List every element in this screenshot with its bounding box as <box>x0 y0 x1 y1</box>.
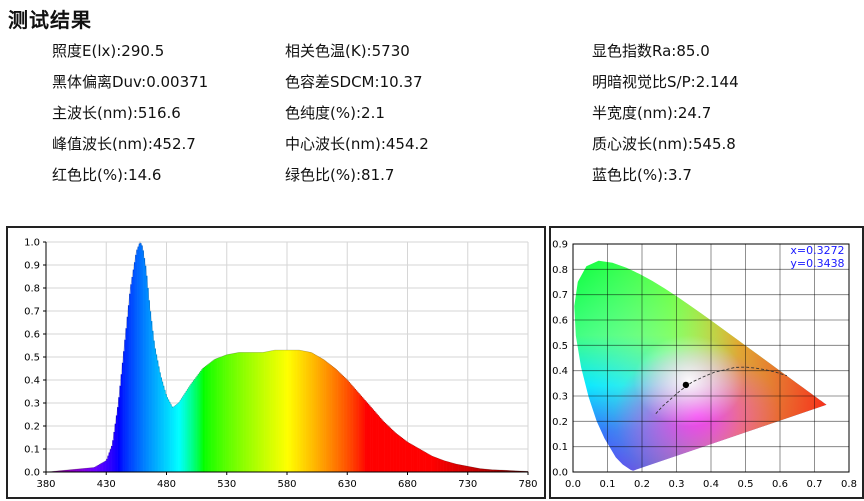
metric-value: 81.7 <box>361 166 394 184</box>
metric-value: 24.7 <box>678 104 711 122</box>
metric-label: 色容差SDCM <box>285 73 375 91</box>
y-tick-label: 0.0 <box>552 468 568 479</box>
x-tick-label: 0.2 <box>634 479 650 490</box>
cie-chromaticity-chart: 0.0 0.1 0.2 0.3 0.4 0.5 0.6 0.7 0.8 0.9 0.0 0.1 0.2 0… <box>551 228 862 497</box>
metric-value: 2.1 <box>361 104 385 122</box>
metric-label: 红色比(%) <box>52 166 123 184</box>
metric-label: 半宽度(nm) <box>592 104 673 122</box>
chromaticity-panel: 0.0 0.1 0.2 0.3 0.4 0.5 0.6 0.7 0.8 0.9 0.0 0.1 0.2 0… <box>549 226 864 499</box>
metric-value: 0.00371 <box>146 73 208 91</box>
x-tick-label: 0.1 <box>600 479 616 490</box>
y-tick-label: 0.0 <box>24 468 40 479</box>
y-tick-label: 0.1 <box>24 445 40 456</box>
y-tick-label: 0.1 <box>552 442 568 453</box>
metric-item: 黑体偏离Duv:0.00371 <box>52 71 208 92</box>
y-tick-label: 0.4 <box>552 366 568 377</box>
metric-item: 蓝色比(%):3.7 <box>592 164 692 185</box>
y-tick-label: 0.7 <box>24 307 40 318</box>
metric-item: 绿色比(%):81.7 <box>285 164 394 185</box>
y-tick-label: 0.9 <box>24 261 40 272</box>
metric-label: 中心波长(nm) <box>285 135 381 153</box>
metric-label: 主波长(nm) <box>52 104 133 122</box>
y-tick-label: 0.8 <box>24 284 40 295</box>
metric-item: 显色指数Ra:85.0 <box>592 40 710 61</box>
y-tick-label: 0.6 <box>24 330 40 341</box>
metric-label: 峰值波长(nm) <box>52 135 148 153</box>
metric-item: 红色比(%):14.6 <box>52 164 161 185</box>
metric-label: 相关色温(K) <box>285 42 367 60</box>
metric-label: 绿色比(%) <box>285 166 356 184</box>
metric-item: 色容差SDCM:10.37 <box>285 71 423 92</box>
x-tick-label: 630 <box>338 479 357 490</box>
spectrum-chart: 0.0 0.1 0.2 0.3 0.4 0.5 0.6 0.7 0.8 0.9 1.0 380 430 4… <box>8 228 544 497</box>
metric-item: 中心波长(nm):454.2 <box>285 133 429 154</box>
metric-item: 色纯度(%):2.1 <box>285 102 385 123</box>
y-tick-label: 0.9 <box>552 240 568 251</box>
x-tick-label: 580 <box>277 479 296 490</box>
x-tick-label: 380 <box>36 479 55 490</box>
chromaticity-point <box>683 382 689 388</box>
metric-label: 黑体偏离Duv <box>52 73 141 91</box>
metric-item: 主波长(nm):516.6 <box>52 102 181 123</box>
x-tick-label: 780 <box>518 479 537 490</box>
x-tick-label: 0.8 <box>841 479 857 490</box>
metric-value: 290.5 <box>121 42 164 60</box>
metric-value: 85.0 <box>676 42 709 60</box>
x-tick-label: 730 <box>458 479 477 490</box>
point-annotation: y=0.3438 <box>790 257 844 270</box>
metric-item: 峰值波长(nm):452.7 <box>52 133 196 154</box>
y-tick-label: 0.3 <box>552 392 568 403</box>
y-tick-label: 0.8 <box>552 265 568 276</box>
x-tick-label: 0.6 <box>772 479 788 490</box>
metric-value: 545.8 <box>693 135 736 153</box>
metric-value: 454.2 <box>386 135 429 153</box>
y-tick-label: 0.7 <box>552 290 568 301</box>
metric-value: 10.37 <box>380 73 423 91</box>
metric-value: 516.6 <box>138 104 181 122</box>
metric-label: 色纯度(%) <box>285 104 356 122</box>
y-tick-label: 1.0 <box>24 238 40 249</box>
metrics-grid: 照度E(lx):290.5 相关色温(K):5730 显色指数Ra:85.0 黑体偏离… <box>0 0 864 200</box>
metric-item: 半宽度(nm):24.7 <box>592 102 711 123</box>
metric-item: 质心波长(nm):545.8 <box>592 133 736 154</box>
x-tick-label: 530 <box>217 479 236 490</box>
metric-item: 相关色温(K):5730 <box>285 40 410 61</box>
metric-label: 照度E(lx) <box>52 42 116 60</box>
x-tick-label: 0.5 <box>738 479 754 490</box>
x-tick-label: 0.0 <box>565 479 581 490</box>
metric-value: 3.7 <box>668 166 692 184</box>
metric-value: 5730 <box>372 42 410 60</box>
y-tick-label: 0.4 <box>24 376 40 387</box>
metric-label: 蓝色比(%) <box>592 166 663 184</box>
metric-label: 显色指数Ra <box>592 42 671 60</box>
y-tick-label: 0.6 <box>552 316 568 327</box>
metric-value: 452.7 <box>153 135 196 153</box>
x-tick-label: 0.7 <box>807 479 823 490</box>
spectrum-panel: 0.0 0.1 0.2 0.3 0.4 0.5 0.6 0.7 0.8 0.9 1.0 380 430 4… <box>6 226 546 499</box>
x-tick-label: 430 <box>97 479 116 490</box>
x-tick-label: 0.4 <box>703 479 719 490</box>
y-tick-label: 0.5 <box>552 341 568 352</box>
y-tick-label: 0.5 <box>24 353 40 364</box>
metric-value: 14.6 <box>128 166 161 184</box>
metric-item: 照度E(lx):290.5 <box>52 40 164 61</box>
y-tick-label: 0.3 <box>24 399 40 410</box>
x-tick-label: 680 <box>398 479 417 490</box>
x-tick-label: 0.3 <box>669 479 685 490</box>
metric-label: 质心波长(nm) <box>592 135 688 153</box>
metric-label: 明暗视觉比S/P <box>592 73 691 91</box>
metric-value: 2.144 <box>696 73 739 91</box>
point-annotation: x=0.3272 <box>790 244 844 257</box>
y-tick-label: 0.2 <box>552 417 568 428</box>
metric-item: 明暗视觉比S/P:2.144 <box>592 71 739 92</box>
x-tick-label: 480 <box>157 479 176 490</box>
y-tick-label: 0.2 <box>24 422 40 433</box>
